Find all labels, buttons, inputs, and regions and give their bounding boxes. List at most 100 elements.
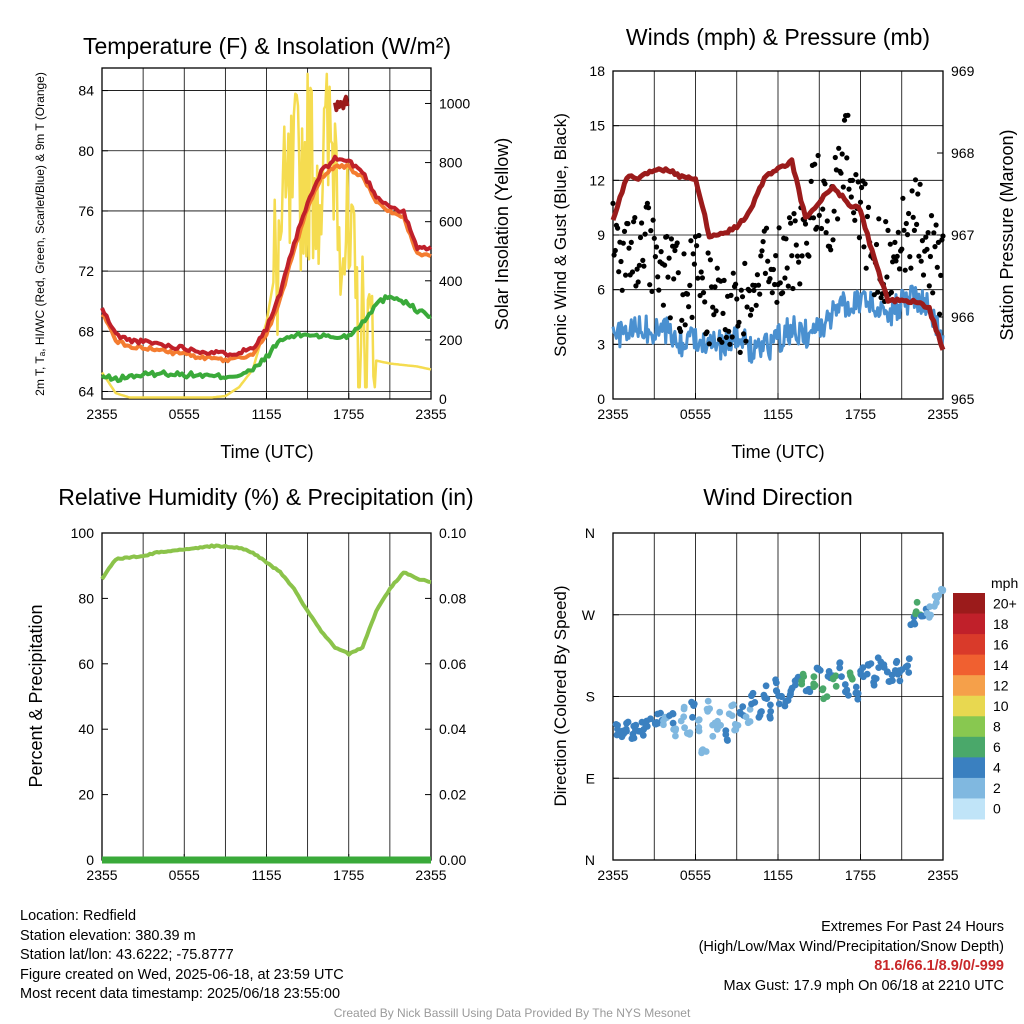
gust-point [650,217,656,223]
gust-point [714,265,720,271]
gust-point [820,206,826,212]
colorbar-label: 4 [993,760,1001,776]
gust-point [712,284,718,290]
gust-point [688,238,694,244]
humidity-title: Relative Humidity (%) & Precipitation (i… [58,484,473,510]
gust-point [675,270,681,276]
direction-point [654,710,661,718]
gust-point [895,229,901,235]
direction-point [669,719,677,727]
direction-point [775,692,782,700]
gust-point [639,220,645,226]
gust-point [738,287,744,293]
colorbar-swatch [953,613,985,635]
gust-point [883,219,889,225]
rh-xtick-label: 1155 [251,867,281,883]
gust-point [810,215,817,221]
gust-point [911,227,918,233]
direction-point [639,731,647,739]
gust-point [802,221,809,227]
gust-point [863,265,869,271]
direction-title: Wind Direction [703,484,853,510]
gust-point [737,349,743,355]
gust-point [689,314,695,320]
direction-point [875,664,883,671]
direction-point [841,681,849,688]
direction-point [783,697,791,704]
station-info: Location: Redfield Station elevation: 38… [20,907,344,1005]
gust-point [634,266,640,272]
colorbar-label: 12 [993,677,1009,693]
gust-point [736,319,742,325]
temperature-title: Temperature (F) & Insolation (W/m²) [83,33,451,59]
gust-point [629,269,636,275]
colorbar-label: 6 [993,739,1001,755]
colorbar-label: 18 [993,616,1009,632]
direction-point [647,715,654,723]
direction-point [865,661,872,669]
gust-point [822,181,828,187]
direction-point [762,682,770,690]
winds-xtick-label: 0555 [680,406,711,422]
direction-point [918,612,925,620]
colorbar-unit: mph [991,575,1018,591]
gust-point [797,281,803,287]
direction-point [723,736,731,744]
gust-point [912,177,919,183]
gust-point [660,302,667,308]
direction-point [709,732,717,740]
gust-point [728,292,734,298]
gust-point [789,253,795,259]
temp-y2tick-label: 0 [439,391,447,407]
direction-point [704,697,712,705]
gust-point [928,213,935,219]
gust-point [901,227,907,233]
direction-point [632,726,639,734]
colorbar-label: 14 [993,657,1009,673]
gust-point [691,261,698,267]
gust-point [753,302,759,308]
temp-y2tick-label: 1000 [439,95,470,111]
gust-point [765,258,771,264]
direction-point [845,692,852,699]
direction-point [698,749,705,757]
gust-point [927,253,934,260]
temp-y2tick-label: 800 [439,155,463,171]
direction-point [819,686,826,694]
gust-point [899,246,905,252]
gust-point [667,315,673,321]
gust-point [937,311,943,317]
gust-point [932,244,938,250]
direction-point [618,733,626,741]
extremes-info: Extremes For Past 24 Hours (High/Low/Max… [699,918,1004,996]
direction-point [896,677,904,685]
gust-point [804,240,810,246]
recent-timestamp: Most recent data timestamp: 2025/06/18 2… [20,986,341,1002]
direction-point [704,708,712,715]
dir-ytick-label: E [586,770,595,786]
gust-point [861,244,867,250]
gust-point [747,312,754,318]
gust-point [815,152,821,159]
gust-point [623,272,629,278]
gust-point [727,341,733,347]
gust-point [729,334,735,340]
winds-panel: Winds (mph) & Pressure (mb) Sonic Wind &… [551,24,1017,462]
dir-xtick-label: 1755 [845,867,876,883]
gust-point [767,276,773,282]
direction-point [624,718,632,726]
gust-point [664,233,670,240]
direction-point [672,732,679,740]
gust-point [734,296,740,302]
gust-point [784,265,790,271]
gust-point [888,289,895,295]
gust-point [618,258,624,265]
direction-point [854,690,862,697]
winds-y2tick-label: 968 [951,145,975,161]
winds-y2tick-label: 965 [951,391,975,407]
gust-point [640,257,646,263]
gust-point [910,214,916,220]
winds-title: Winds (mph) & Pressure (mb) [626,24,930,50]
gust-point [799,253,805,259]
direction-point [694,717,702,724]
